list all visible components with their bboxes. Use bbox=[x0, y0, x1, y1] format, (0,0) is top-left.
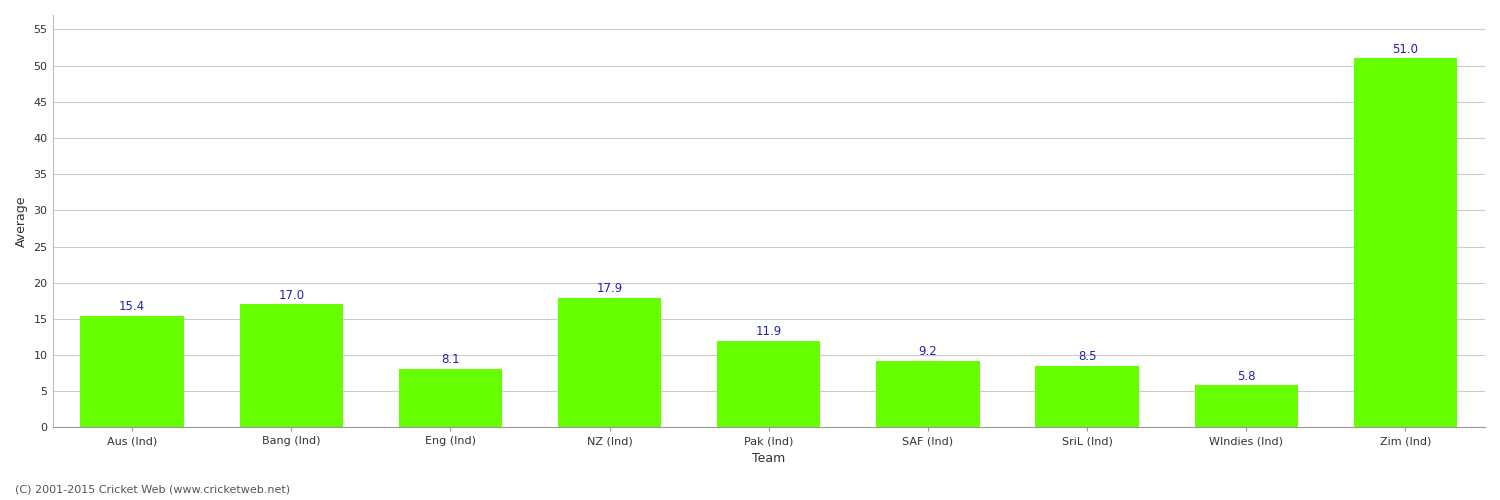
Text: 51.0: 51.0 bbox=[1392, 42, 1419, 56]
Y-axis label: Average: Average bbox=[15, 196, 28, 247]
Text: 8.5: 8.5 bbox=[1078, 350, 1096, 363]
Text: 17.0: 17.0 bbox=[278, 288, 304, 302]
Bar bbox=[558, 298, 662, 428]
Text: 5.8: 5.8 bbox=[1238, 370, 1256, 382]
Text: 9.2: 9.2 bbox=[918, 345, 938, 358]
Bar bbox=[717, 342, 821, 428]
X-axis label: Team: Team bbox=[752, 452, 786, 465]
Text: 11.9: 11.9 bbox=[756, 326, 782, 338]
Bar bbox=[81, 316, 184, 428]
Text: (C) 2001-2015 Cricket Web (www.cricketweb.net): (C) 2001-2015 Cricket Web (www.cricketwe… bbox=[15, 485, 290, 495]
Bar bbox=[1035, 366, 1138, 428]
Bar bbox=[1194, 386, 1298, 428]
Text: 17.9: 17.9 bbox=[597, 282, 622, 295]
Text: 15.4: 15.4 bbox=[118, 300, 146, 313]
Bar bbox=[399, 369, 502, 428]
Bar bbox=[240, 304, 344, 428]
Text: 8.1: 8.1 bbox=[441, 353, 460, 366]
Bar bbox=[1353, 58, 1456, 428]
Bar bbox=[876, 361, 980, 428]
